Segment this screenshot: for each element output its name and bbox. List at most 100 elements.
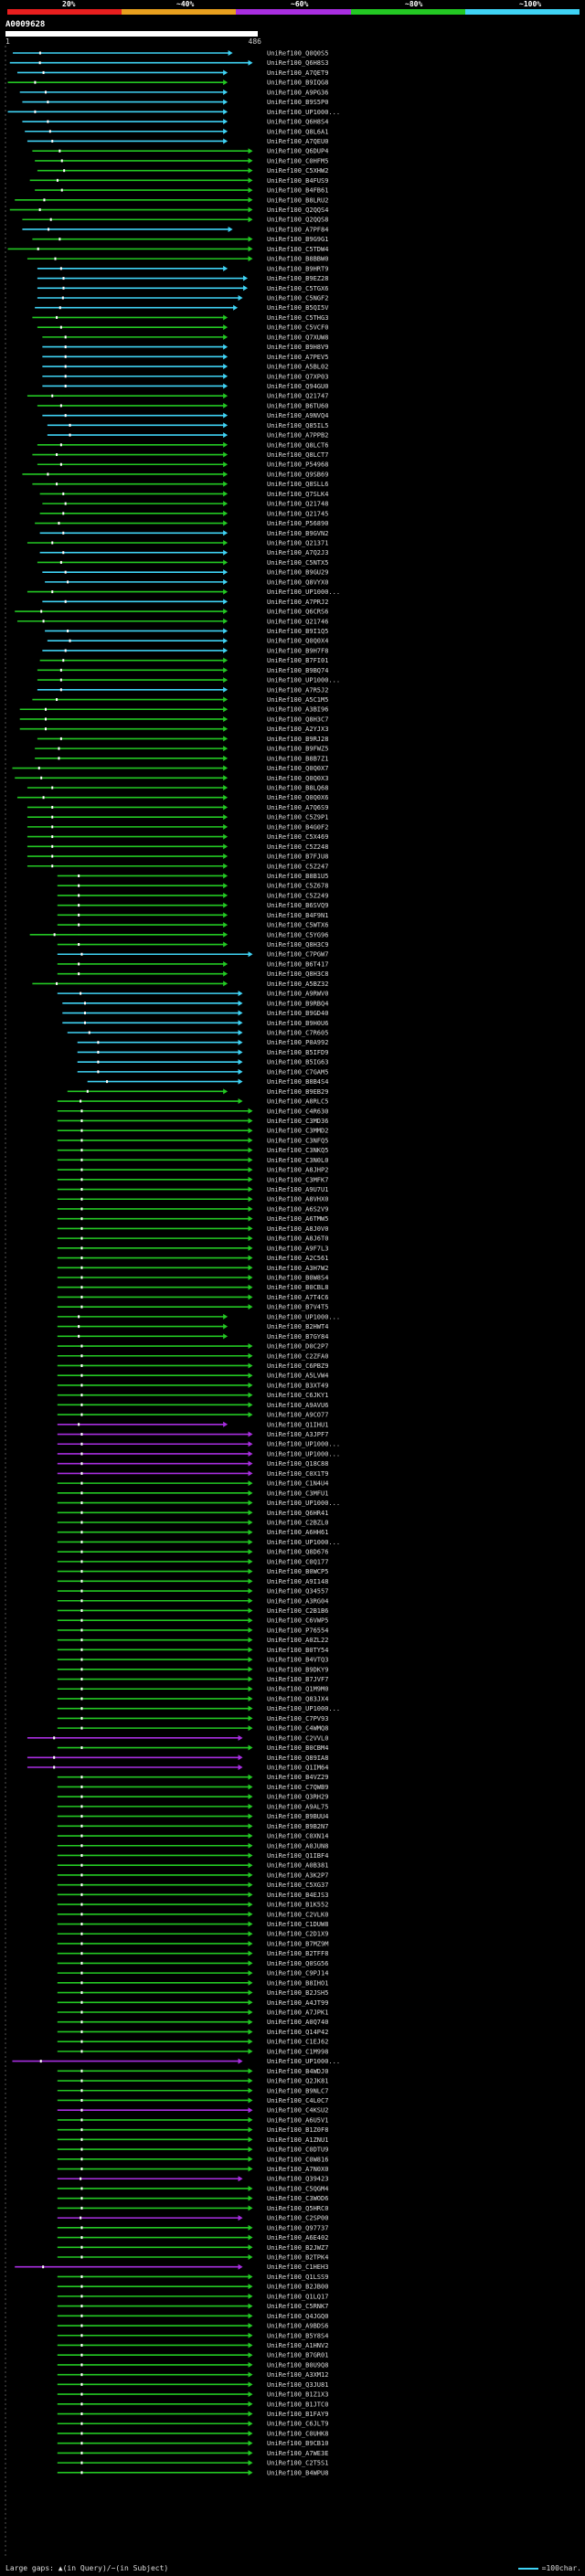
hit-row[interactable]: UniRef100_C5Z247 (27, 863, 329, 870)
hit-row[interactable]: UniRef100_Q7XP03 (42, 373, 328, 380)
hit-row[interactable]: UniRef100_D0C2P7 (58, 1343, 329, 1351)
hit-row[interactable]: UniRef100_B9FWZ5 (35, 746, 328, 753)
hit-row[interactable]: UniRef100_A8J6T0 (58, 1235, 329, 1243)
hit-row[interactable]: UniRef100_C5QGM4 (58, 2185, 329, 2192)
hit-row[interactable]: UniRef100_A7PEV5 (42, 354, 328, 361)
hit-row[interactable]: UniRef100_C5RNK7 (58, 2303, 329, 2310)
hit-row[interactable]: UniRef100_A7QET9 (17, 69, 328, 77)
hit-row[interactable]: UniRef100_A0Q740 (58, 2019, 329, 2026)
hit-row[interactable]: UniRef100_C3NKQ5 (58, 1147, 329, 1154)
hit-row[interactable]: UniRef100_C5Z248 (27, 843, 329, 851)
hit-row[interactable]: UniRef100_B9H8V9 (42, 344, 328, 351)
hit-row[interactable]: UniRef100_Q1IHU1 (58, 1421, 329, 1428)
hit-row[interactable]: UniRef100_A8RLC5 (58, 1098, 329, 1106)
hit-row[interactable]: UniRef100_C2VLK0 (58, 1911, 329, 1918)
hit-row[interactable]: UniRef100_B9B2N7 (58, 1823, 329, 1830)
hit-row[interactable]: UniRef100_C4L0C7 (58, 2097, 329, 2104)
hit-row[interactable]: UniRef100_B8LQ68 (27, 785, 329, 792)
hit-row[interactable]: UniRef100_C6JLT9 (58, 2421, 329, 2428)
hit-row[interactable]: UniRef100_B4WPU8 (58, 2469, 329, 2476)
hit-row[interactable]: UniRef100_C0XN14 (58, 1833, 329, 1840)
hit-row[interactable]: UniRef100_B7V4T5 (58, 1304, 329, 1311)
hit-row[interactable]: UniRef100_A7N0X0 (58, 2166, 329, 2173)
hit-row[interactable]: UniRef100_B5QI5V (35, 304, 329, 312)
hit-row[interactable]: UniRef100_A9RWV0 (58, 991, 329, 998)
hit-row[interactable]: UniRef100_Q21746 (17, 618, 328, 625)
hit-row[interactable]: UniRef100_C3MFU1 (58, 1489, 329, 1497)
hit-row[interactable]: UniRef100_B8B1U5 (58, 873, 329, 880)
hit-row[interactable]: UniRef100_B9GD40 (62, 1010, 328, 1017)
hit-row[interactable]: UniRef100_B9RJ28 (37, 736, 329, 743)
hit-row[interactable]: UniRef100_C0Q177 (58, 1558, 329, 1565)
hit-row[interactable]: UniRef100_B0WCP5 (58, 1568, 329, 1575)
hit-row[interactable]: UniRef100_UP1000... (58, 1450, 340, 1458)
hit-row[interactable]: UniRef100_Q21748 (42, 501, 328, 508)
hit-row[interactable]: UniRef100_Q2QQS4 (10, 207, 329, 214)
hit-row[interactable]: UniRef100_B0U9Q8 (58, 2361, 329, 2369)
hit-row[interactable]: UniRef100_A7PF84 (22, 226, 328, 233)
hit-row[interactable]: UniRef100_B7JVF7 (58, 1676, 329, 1683)
hit-row[interactable]: UniRef100_Q1IM64 (27, 1765, 329, 1772)
hit-row[interactable]: UniRef100_Q1M9M0 (58, 1686, 329, 1693)
hit-row[interactable]: UniRef100_Q2QQS8 (22, 217, 328, 224)
hit-row[interactable]: UniRef100_C0W816 (58, 2156, 329, 2163)
hit-row[interactable]: UniRef100_Q3JU81 (58, 2381, 329, 2389)
hit-row[interactable]: UniRef100_Q39423 (58, 2176, 329, 2183)
hit-row[interactable]: UniRef100_B9G9G1 (32, 236, 328, 243)
hit-row[interactable]: UniRef100_Q0Q0X7 (12, 765, 328, 772)
hit-row[interactable]: UniRef100_B9RBQ4 (62, 1000, 328, 1007)
hit-row[interactable]: UniRef100_A5LVW4 (58, 1373, 329, 1380)
hit-row[interactable]: UniRef100_B9S5P0 (22, 99, 328, 106)
hit-row[interactable]: UniRef100_B8IHO1 (58, 1979, 329, 1987)
hit-row[interactable]: UniRef100_P0A992 (78, 1039, 329, 1046)
hit-row[interactable]: UniRef100_B2JWZ7 (58, 2244, 329, 2252)
hit-row[interactable]: UniRef100_Q9SB69 (22, 471, 328, 478)
hit-row[interactable]: UniRef100_Q2JK81 (58, 2078, 329, 2085)
hit-row[interactable]: UniRef100_C5WTX6 (58, 922, 329, 929)
hit-row[interactable]: UniRef100_B7MZ9M (58, 1940, 329, 1947)
hit-row[interactable]: UniRef100_A3K2P7 (58, 1871, 329, 1879)
hit-row[interactable]: UniRef100_C7PV93 (58, 1715, 329, 1723)
hit-row[interactable]: UniRef100_C0DTU9 (58, 2147, 329, 2154)
hit-row[interactable]: UniRef100_A0JUN8 (58, 1842, 329, 1850)
hit-row[interactable]: UniRef100_A1HNV2 (58, 2342, 329, 2349)
hit-row[interactable]: UniRef100_B5IG63 (78, 1059, 329, 1066)
hit-row[interactable]: UniRef100_Q8LCT7 (32, 451, 328, 459)
hit-row[interactable]: UniRef100_B4FB61 (35, 187, 328, 195)
hit-row[interactable]: UniRef100_C4WMQ8 (58, 1725, 329, 1733)
hit-row[interactable]: UniRef100_C5XHW2 (37, 167, 329, 175)
hit-row[interactable]: UniRef100_B3XT49 (58, 1382, 329, 1389)
hit-row[interactable]: UniRef100_C9PJ14 (58, 1970, 329, 1977)
hit-row[interactable]: UniRef100_C0UHK8 (58, 2430, 329, 2437)
hit-row[interactable]: UniRef100_C5Z249 (58, 892, 329, 899)
hit-row[interactable]: UniRef100_B1JTC0 (58, 2401, 329, 2408)
hit-row[interactable]: UniRef100_C3NFQ5 (58, 1137, 329, 1144)
hit-row[interactable]: UniRef100_B4FUS9 (30, 177, 329, 185)
hit-row[interactable]: UniRef100_Q34557 (58, 1588, 329, 1595)
hit-row[interactable]: UniRef100_C1DUW8 (58, 1921, 329, 1928)
hit-row[interactable]: UniRef100_A4JT99 (58, 1999, 329, 2007)
hit-row[interactable]: UniRef100_A7WE3E (58, 2450, 329, 2457)
hit-row[interactable]: UniRef100_A9PG36 (20, 89, 329, 96)
hit-row[interactable]: UniRef100_Q8LCT6 (37, 441, 329, 449)
hit-row[interactable]: UniRef100_B8B4S4 (88, 1078, 329, 1086)
hit-row[interactable]: UniRef100_UP1000... (12, 2058, 340, 2065)
hit-row[interactable]: UniRef100_B0TY54 (58, 1647, 329, 1654)
hit-row[interactable]: UniRef100_UP1000... (58, 1539, 340, 1546)
hit-row[interactable]: UniRef100_Q21747 (27, 393, 329, 400)
hit-row[interactable]: UniRef100_C3MFK7 (58, 1176, 329, 1183)
hit-row[interactable]: UniRef100_B4EJS3 (58, 1892, 329, 1899)
hit-row[interactable]: UniRef100_Q0Q0S5 (13, 50, 328, 58)
hit-row[interactable]: UniRef100_C5NGF2 (37, 295, 329, 302)
hit-row[interactable]: UniRef100_B0W8S4 (58, 1275, 329, 1282)
hit-row[interactable]: UniRef100_Q8D676 (58, 1549, 329, 1556)
hit-row[interactable]: UniRef100_A7Q2J3 (40, 549, 329, 557)
hit-row[interactable]: UniRef100_UP1000... (58, 1313, 340, 1320)
hit-row[interactable]: UniRef100_A7QEU0 (27, 138, 329, 145)
hit-row[interactable]: UniRef100_UP1000... (58, 1500, 340, 1507)
hit-row[interactable]: UniRef100_B4F9N1 (58, 912, 329, 919)
hit-row[interactable]: UniRef100_C1HEH3 (15, 2263, 328, 2271)
hit-row[interactable]: UniRef100_C4KSU2 (58, 2107, 329, 2115)
hit-row[interactable]: UniRef100_Q1LSS9 (58, 2274, 329, 2281)
hit-row[interactable]: UniRef100_A9U7U1 (58, 1186, 329, 1193)
